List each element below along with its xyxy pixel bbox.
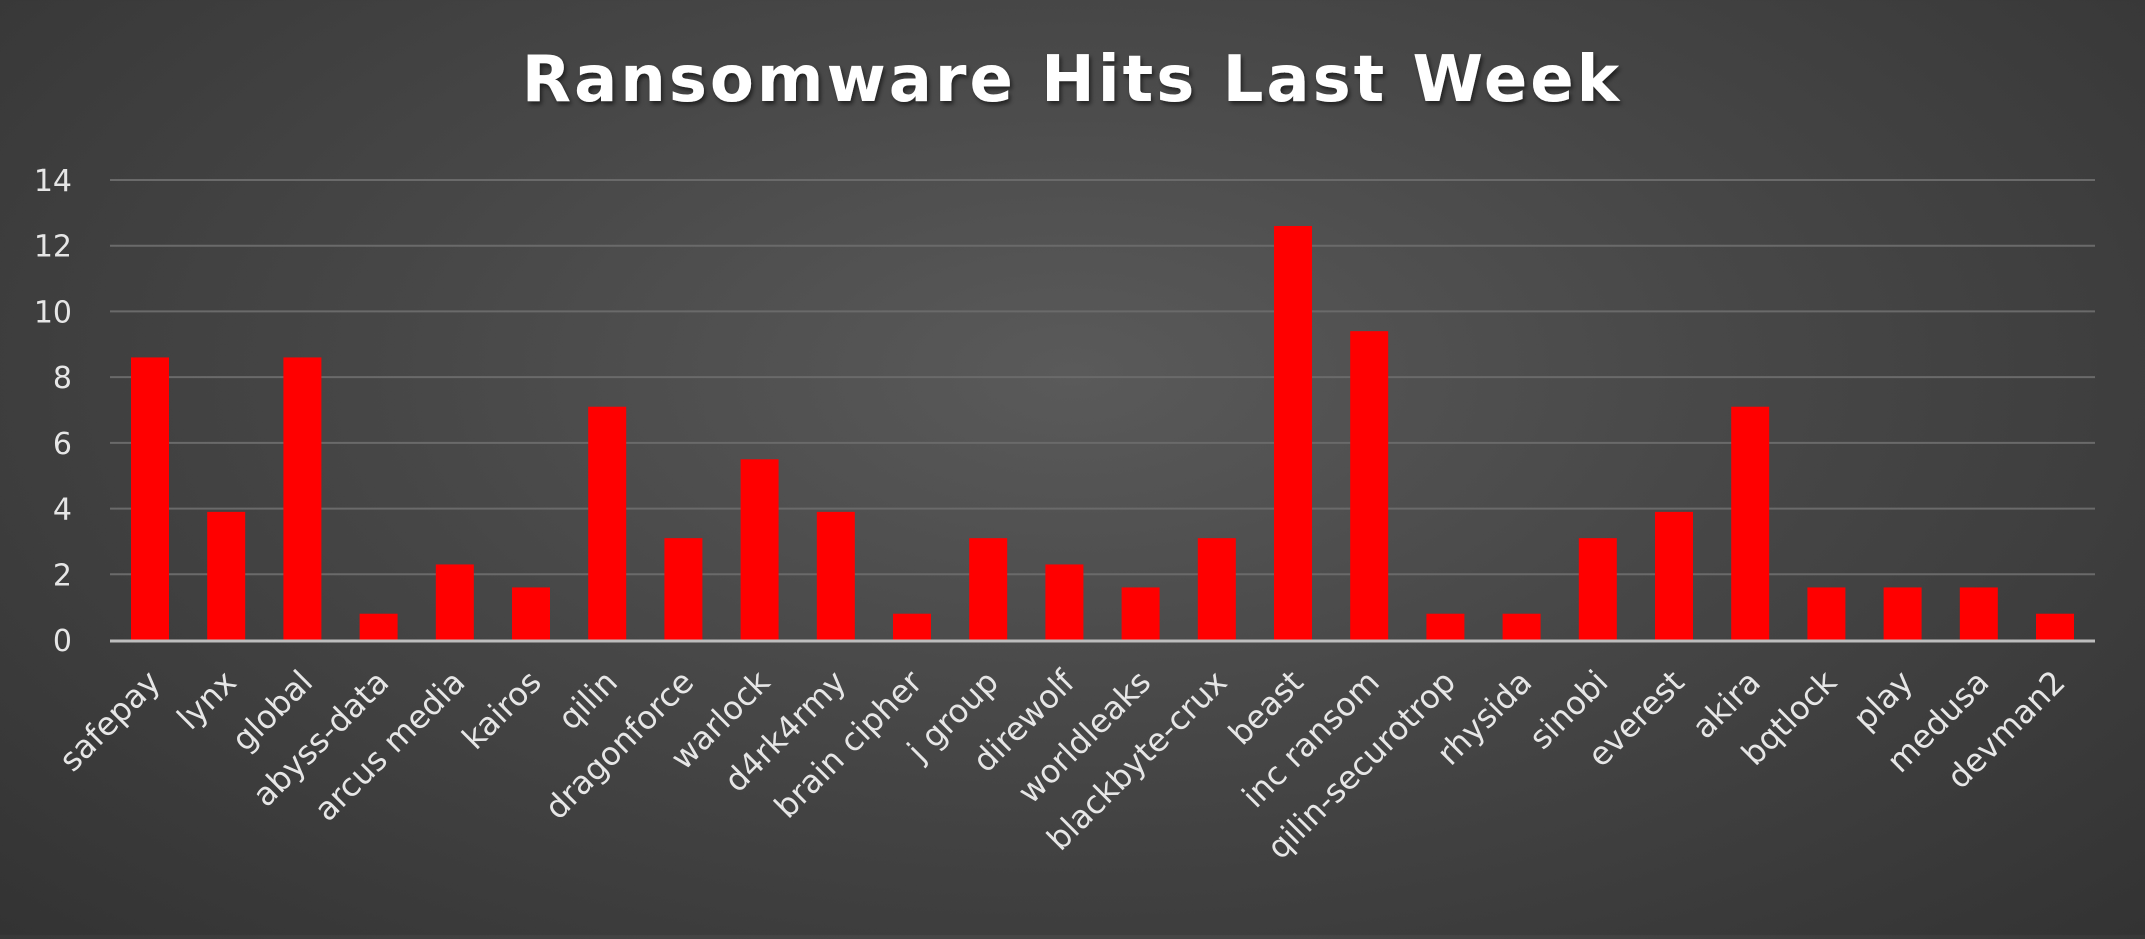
bar-brain-cipher bbox=[893, 613, 931, 640]
y-tick-label: 14 bbox=[34, 164, 72, 199]
x-tick-label: safepay bbox=[52, 663, 168, 779]
y-tick-label: 0 bbox=[53, 624, 72, 659]
bar-sinobi bbox=[1578, 538, 1617, 640]
bar-beast bbox=[1274, 226, 1312, 640]
bar-dragonforce bbox=[664, 538, 703, 640]
bar-akira bbox=[1731, 406, 1770, 640]
bar-lynx bbox=[207, 511, 246, 640]
bar-direwolf bbox=[1045, 564, 1084, 640]
bar-blackbyte-crux bbox=[1197, 538, 1236, 640]
bar-warlock bbox=[740, 459, 779, 640]
bar-worldleaks bbox=[1121, 587, 1160, 640]
y-tick-label: 10 bbox=[34, 295, 72, 330]
y-tick-label: 4 bbox=[53, 493, 72, 528]
bar-kairos bbox=[512, 587, 550, 640]
bar-abyss-data bbox=[359, 613, 398, 640]
chart-title: Ransomware Hits Last Week bbox=[522, 43, 1622, 117]
x-tick-label: kairos bbox=[454, 663, 548, 757]
bar-j-group bbox=[969, 538, 1008, 640]
bar-d4rk4rmy bbox=[816, 511, 855, 640]
bar-bqtlock bbox=[1807, 587, 1846, 640]
bar-everest bbox=[1655, 511, 1693, 640]
y-tick-label: 2 bbox=[53, 558, 72, 593]
bar-qilin bbox=[588, 406, 627, 640]
bar-safepay bbox=[131, 357, 169, 640]
bar-rhysida bbox=[1502, 613, 1541, 640]
y-tick-label: 6 bbox=[53, 427, 72, 462]
bar-play bbox=[1883, 587, 1922, 640]
bar-global bbox=[283, 357, 322, 640]
bar-qilin-securotrop bbox=[1426, 613, 1465, 640]
bars bbox=[131, 226, 2074, 640]
bar-devman2 bbox=[2036, 613, 2074, 640]
y-axis-tick-labels: 0 2 4 6 8 10 12 14 bbox=[34, 164, 72, 659]
gridlines bbox=[110, 179, 2095, 576]
y-tick-label: 8 bbox=[53, 361, 72, 396]
bar-medusa bbox=[1959, 587, 1998, 640]
y-tick-label: 12 bbox=[34, 230, 72, 265]
bar-inc-ransom bbox=[1350, 331, 1389, 640]
bar-arcus-media bbox=[435, 564, 474, 640]
